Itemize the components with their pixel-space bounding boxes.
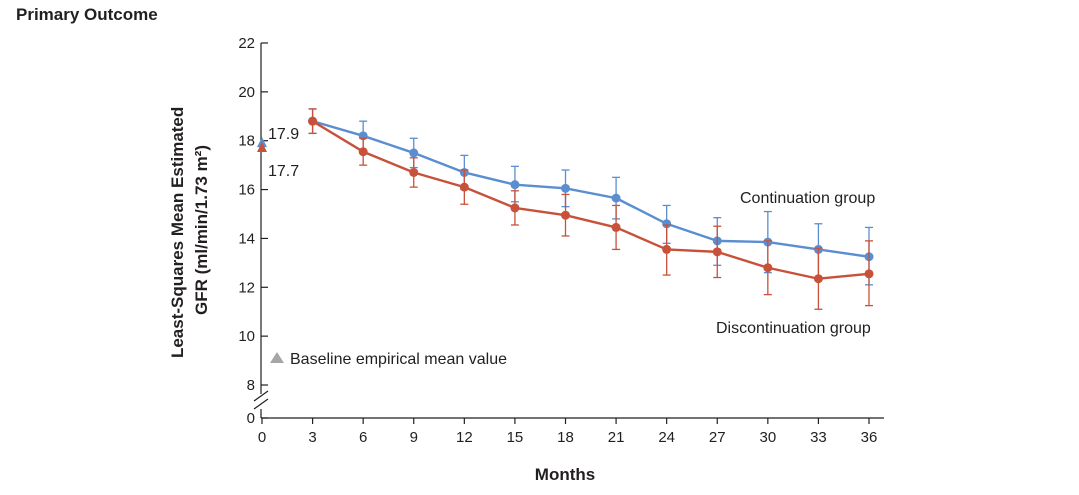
discontinuation-point: [561, 210, 570, 220]
y-tick-label: 0: [247, 410, 255, 427]
continuation-point: [561, 183, 570, 193]
x-tick-label: 15: [507, 429, 524, 446]
discontinuation-point: [308, 116, 318, 126]
discontinuation-point: [662, 244, 672, 254]
discontinuation-point: [358, 147, 368, 157]
x-tick-label: 36: [861, 429, 878, 446]
y-tick-label: 18: [238, 133, 255, 150]
baseline-discontinuation-value: 17.7: [268, 163, 299, 180]
x-tick-label: 12: [456, 429, 473, 446]
x-tick-label: 0: [258, 429, 266, 446]
discontinuation-line: [311, 120, 870, 280]
x-tick-label: 6: [359, 429, 367, 446]
y-axis-title-line-2: GFR (ml/min/1.73 m²): [192, 145, 211, 315]
y-tick-label: 16: [238, 182, 255, 199]
discontinuation-point: [712, 247, 722, 257]
y-axis-title: Least-Squares Mean Estimated GFR (ml/min…: [168, 102, 211, 358]
continuation-point: [662, 219, 672, 229]
x-tick-label: 9: [410, 429, 418, 446]
y-axis-title-line-1: Least-Squares Mean Estimated: [168, 107, 187, 358]
y-tick-label: 22: [238, 35, 255, 52]
baseline-legend-label: Baseline empirical mean value: [290, 351, 507, 368]
x-axis-title: Months: [535, 465, 595, 484]
x-tick-label: 3: [308, 429, 316, 446]
y-tick-label: 10: [238, 328, 255, 345]
discontinuation-point: [409, 167, 419, 177]
continuation-line: [312, 120, 870, 258]
x-tick-label: 30: [759, 429, 776, 446]
discontinuation-point: [459, 182, 469, 192]
continuation-group-label: Continuation group: [740, 190, 875, 207]
labels-layer: Continuation group Discontinuation group…: [168, 102, 875, 484]
discontinuation-point: [813, 274, 823, 284]
y-axis-break-mark: [253, 398, 269, 410]
y-tick-label: 8: [247, 377, 255, 394]
y-tick-label: 14: [238, 230, 255, 247]
x-tick-label: 24: [658, 429, 675, 446]
discontinuation-point: [510, 203, 520, 213]
x-tick-label: 27: [709, 429, 726, 446]
discontinuation-point: [611, 222, 621, 232]
continuation-point: [409, 148, 419, 158]
baseline-continuation-value: 17.9: [268, 126, 299, 143]
chart-title: Primary Outcome: [16, 5, 158, 24]
continuation-point: [611, 193, 621, 203]
x-tick-label: 18: [557, 429, 574, 446]
y-axis-break-mark: [253, 390, 269, 402]
series-layer: [257, 108, 874, 310]
discontinuation-point: [763, 263, 773, 273]
discontinuation-group-label: Discontinuation group: [716, 320, 871, 337]
x-tick-label: 21: [608, 429, 625, 446]
y-tick-label: 12: [238, 279, 255, 296]
discontinuation-point: [864, 269, 874, 279]
x-tick-label: 33: [810, 429, 827, 446]
continuation-point: [510, 180, 520, 190]
y-tick-label: 20: [238, 84, 255, 101]
baseline-legend-triangle-icon: [270, 352, 284, 363]
baseline-discontinuation-marker: [257, 142, 267, 153]
